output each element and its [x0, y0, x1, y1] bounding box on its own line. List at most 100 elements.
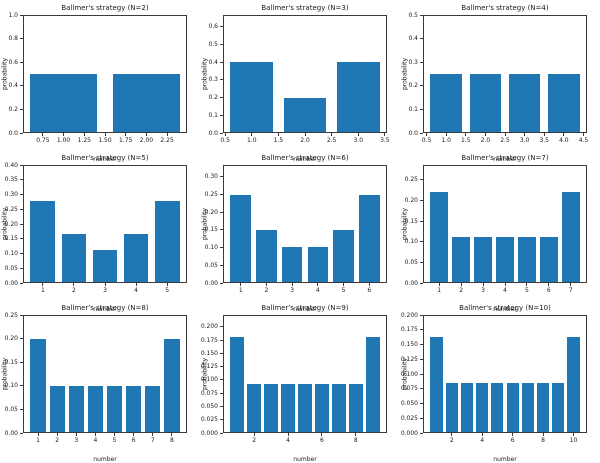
y-axis-label: probability — [1, 57, 9, 91]
x-tick-label: 2 — [72, 287, 76, 294]
bar-x2 — [445, 383, 458, 433]
x-axis-label: number — [293, 156, 317, 163]
x-tick-label: 1 — [36, 437, 40, 444]
y-tick-label: 0.25 — [4, 205, 18, 213]
y-tick — [420, 85, 423, 87]
y-tick — [420, 388, 423, 390]
x-tick-label: 8 — [353, 437, 358, 444]
x-tick-label: 3 — [74, 437, 79, 444]
x-tick-label: 4 — [134, 287, 138, 294]
y-axis-label: probability — [401, 357, 409, 391]
y-tick — [420, 358, 423, 360]
y-tick — [420, 344, 423, 345]
bar-x2 — [61, 233, 87, 283]
bar-x2 — [113, 74, 180, 133]
y-tick-label: 0.8 — [8, 35, 18, 43]
bar-x5 — [106, 385, 123, 433]
y-tick — [20, 38, 23, 40]
y-tick — [20, 61, 23, 63]
bar-x7 — [145, 385, 161, 433]
y-tick-label: 0.00 — [4, 429, 18, 437]
x-tick — [482, 283, 484, 286]
bar-x6 — [506, 383, 519, 433]
axes-box — [423, 315, 587, 433]
bar-x10 — [567, 336, 580, 433]
chart-title: Ballmer's strategy (N=4) — [461, 4, 549, 12]
y-tick-label: 0.150 — [200, 349, 218, 357]
y-tick — [420, 199, 423, 201]
y-tick-label: 0.10 — [204, 244, 218, 252]
y-tick — [220, 26, 223, 28]
x-tick-label: 4 — [480, 437, 485, 444]
y-axis-label: probability — [201, 207, 209, 241]
y-tick-label: 0.20 — [4, 335, 18, 343]
x-tick — [56, 433, 58, 436]
y-tick — [20, 14, 23, 16]
subplot-ballmer-n8: Ballmer's strategy (N=8) 0.00 0.05 0.10 0.15… — [0, 300, 200, 463]
x-tick-label: 1.5 — [460, 137, 471, 144]
bar-x1 — [230, 194, 251, 283]
y-tick — [220, 282, 223, 284]
x-tick — [166, 283, 168, 286]
x-tick — [368, 283, 370, 286]
y-tick — [20, 267, 23, 269]
y-tick-label: 0.40 — [4, 161, 18, 169]
y-tick-label: 0.05 — [4, 264, 18, 272]
x-tick — [42, 283, 44, 286]
x-tick — [548, 283, 550, 286]
y-tick-label: 0.30 — [204, 173, 218, 181]
bar-x4 — [281, 384, 295, 433]
x-tick-label: 3 — [103, 287, 107, 294]
x-tick — [481, 433, 483, 436]
y-axis-label: probability — [401, 207, 409, 241]
x-tick — [542, 433, 544, 436]
x-tick-label: 4.0 — [559, 137, 569, 144]
bar-x4 — [496, 236, 514, 283]
y-tick — [220, 79, 223, 81]
bar-x2 — [256, 229, 277, 283]
x-tick — [251, 133, 253, 136]
x-tick — [451, 433, 453, 436]
x-tick — [357, 133, 359, 136]
chart-title: Ballmer's strategy (N=9) — [261, 304, 349, 312]
x-tick — [166, 133, 168, 136]
y-tick-label: 0.2 — [208, 94, 218, 102]
x-tick — [37, 433, 39, 436]
x-tick — [75, 433, 77, 436]
x-tick — [438, 283, 440, 286]
bar-x4 — [476, 383, 489, 433]
subplot-ballmer-n4: Ballmer's strategy (N=4) 0.0 0.1 0.2 0.3 0.4 0… — [400, 0, 600, 163]
axes-box — [223, 315, 387, 433]
y-tick — [420, 132, 423, 134]
bar-x3 — [68, 385, 84, 433]
y-tick — [420, 314, 423, 316]
x-tick-label: 2 — [55, 437, 60, 444]
bar-x8 — [349, 384, 363, 433]
x-tick — [504, 133, 506, 136]
y-tick — [420, 38, 423, 40]
x-tick — [317, 283, 319, 286]
x-tick — [343, 283, 345, 286]
y-tick-label: 0.5 — [408, 11, 418, 19]
bar-x4 — [548, 74, 580, 133]
y-tick-label: 0.20 — [404, 196, 418, 204]
x-tick — [125, 133, 127, 136]
x-tick — [543, 133, 545, 136]
y-tick — [220, 97, 223, 99]
y-tick — [220, 61, 223, 63]
chart-title: Ballmer's strategy (N=3) — [261, 4, 349, 12]
y-tick-label: 0.175 — [400, 326, 418, 334]
y-axis-label: probability — [201, 357, 209, 391]
bar-x6 — [540, 236, 558, 283]
y-tick — [20, 164, 23, 166]
y-tick — [220, 211, 223, 213]
y-tick — [220, 366, 223, 368]
x-axis-label: number — [293, 306, 317, 313]
x-tick — [277, 133, 279, 136]
x-tick-label: 1.0 — [246, 137, 257, 144]
x-tick-label: 1.5 — [273, 137, 284, 144]
x-tick-label: 2.25 — [160, 137, 174, 144]
x-tick-label: 2 — [252, 437, 257, 444]
x-tick — [240, 283, 242, 286]
x-tick-label: 1 — [437, 287, 442, 294]
